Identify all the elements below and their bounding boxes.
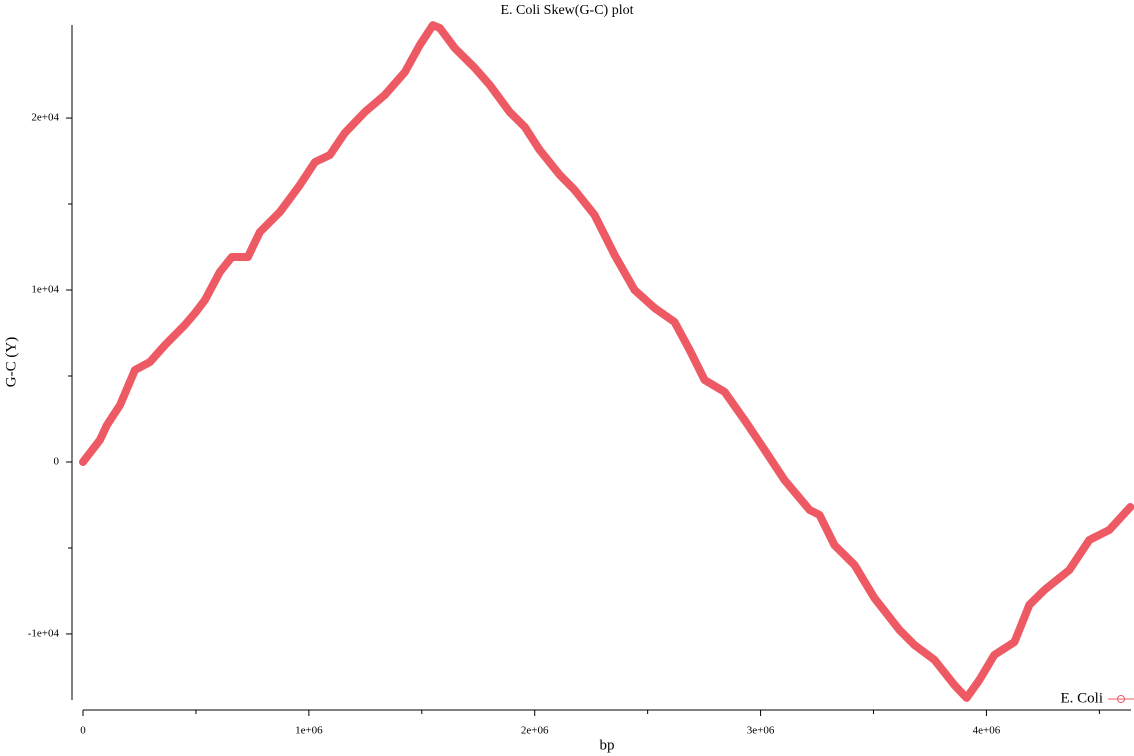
y-tick-label: 2e+04 (31, 112, 59, 124)
y-tick-label: -1e+04 (28, 627, 60, 639)
y-axis-label: G-C (Y) (3, 337, 19, 387)
y-tick-label: 0 (54, 456, 60, 468)
legend-marker (1117, 695, 1125, 703)
y-tick-label: 1e+04 (31, 284, 59, 296)
legend-label: E. Coli (1060, 690, 1103, 706)
x-tick-label: 1e+06 (295, 725, 323, 737)
data-line (79, 21, 1134, 702)
x-tick-label: 3e+06 (747, 725, 775, 737)
chart-title: E. Coli Skew(G-C) plot (501, 3, 634, 18)
x-tick-label: 0 (80, 725, 86, 737)
x-tick-label: 2e+06 (521, 725, 549, 737)
x-axis-label: bp (600, 737, 615, 753)
x-tick-label: 4e+06 (973, 725, 1001, 737)
